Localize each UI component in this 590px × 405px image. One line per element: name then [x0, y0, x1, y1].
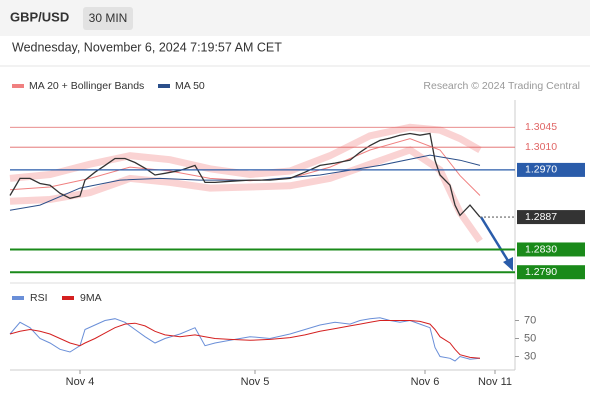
y-tick-label: 30 [524, 350, 536, 362]
level-box [517, 162, 585, 177]
x-tick-label: Nov 5 [241, 376, 270, 388]
x-tick-label: Nov 4 [66, 376, 95, 388]
level-label: 1.2887 [525, 211, 557, 223]
x-tick-label: Nov 11 [478, 376, 512, 388]
interval-button[interactable] [83, 7, 133, 30]
ma-line [9, 154, 481, 211]
arrow [479, 216, 512, 265]
legend-label: RSI [30, 292, 48, 304]
timestamp: Wednesday, November 6, 2024 7:19:57 AM C… [12, 40, 282, 54]
interval-label[interactable]: 30 MIN [89, 11, 128, 25]
level-label: 1.2830 [525, 243, 557, 255]
legend-swatch [12, 296, 24, 300]
bollinger-upper [9, 123, 482, 182]
legend-label: MA 20 + Bollinger Bands [29, 80, 144, 92]
legend-label: 9MA [80, 292, 102, 304]
legend-swatch [12, 84, 24, 88]
level-label: 1.3010 [525, 141, 557, 153]
level-box [517, 265, 585, 280]
level-label: 1.2970 [525, 164, 557, 176]
legend-swatch [158, 84, 170, 88]
level-box [517, 210, 585, 225]
rsi-line [9, 317, 481, 362]
level-label: 1.2790 [525, 266, 557, 278]
y-tick-label: 70 [524, 314, 536, 326]
level-box [517, 242, 585, 257]
rsi-line [9, 320, 481, 359]
y-tick-label: 50 [524, 332, 536, 344]
level-box [517, 140, 585, 155]
x-tick-label: Nov 6 [411, 376, 440, 388]
level-box [517, 120, 585, 135]
symbol: GBP/USD [10, 9, 69, 24]
bollinger-lower [9, 146, 483, 243]
price-line [9, 132, 481, 218]
legend-label: MA 50 [175, 80, 205, 92]
arrow-head [503, 257, 513, 271]
level-label: 1.3045 [525, 121, 557, 133]
legend-swatch [62, 296, 74, 300]
credit: Research © 2024 Trading Central [423, 80, 580, 92]
